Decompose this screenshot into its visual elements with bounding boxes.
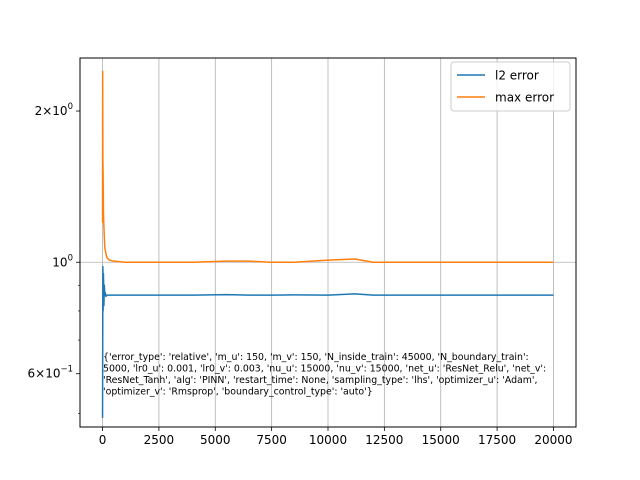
x-axis-ticks: 0 2500 5000 7500 10000 12500 15000 17500 20000 <box>99 427 573 447</box>
x-tick-label-3: 7500 <box>256 433 287 447</box>
annotation-line-0: {'error_type': 'relative', 'm_u': 150, '… <box>103 352 529 363</box>
series-lines <box>101 70 554 418</box>
y-tick-label-0: 2×100 <box>35 102 73 118</box>
config-annotation: {'error_type': 'relative', 'm_u': 150, '… <box>103 352 546 398</box>
x-tick-label-7: 17500 <box>478 433 516 447</box>
annotation-line-2: 'ResNet_Tanh', 'alg': 'PINN', 'restart_t… <box>103 375 537 386</box>
legend: l2 error max error <box>450 61 571 112</box>
legend-label-1: max error <box>495 91 554 105</box>
series-line-l2-error <box>101 265 554 418</box>
x-tick-label-6: 15000 <box>422 433 460 447</box>
legend-label-0: l2 error <box>495 69 539 83</box>
annotation-line-3: 'optimizer_v': 'Rmsprop', 'boundary_cont… <box>103 387 373 398</box>
annotation-line-1: 5000, 'lr0_u': 0.001, 'lr0_v': 0.003, 'n… <box>103 364 546 375</box>
x-tick-label-0: 0 <box>99 433 107 447</box>
x-tick-label-2: 5000 <box>200 433 231 447</box>
x-tick-label-4: 10000 <box>309 433 347 447</box>
x-tick-label-1: 2500 <box>144 433 175 447</box>
x-tick-label-5: 12500 <box>365 433 403 447</box>
x-tick-label-8: 20000 <box>534 433 572 447</box>
series-line-max-error <box>101 70 554 263</box>
